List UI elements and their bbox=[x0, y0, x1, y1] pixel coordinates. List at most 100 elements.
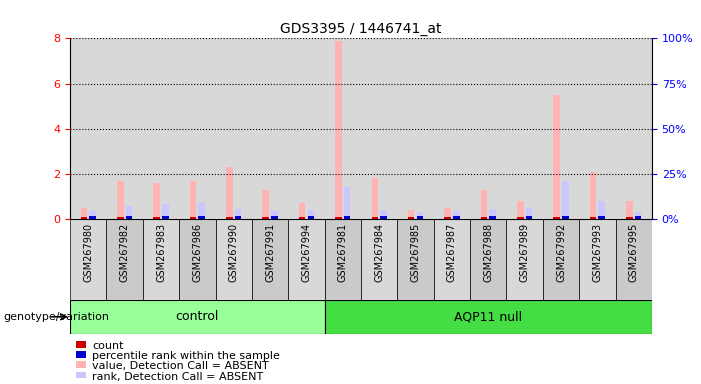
Bar bbox=[579, 38, 615, 219]
Bar bbox=[235, 209, 241, 219]
Bar bbox=[299, 217, 306, 219]
Bar bbox=[70, 38, 107, 219]
Bar bbox=[143, 38, 179, 219]
Bar bbox=[70, 300, 325, 334]
Bar bbox=[81, 217, 87, 219]
Bar bbox=[489, 216, 496, 219]
Bar bbox=[344, 216, 350, 219]
Bar bbox=[599, 201, 605, 219]
Bar bbox=[335, 41, 342, 219]
Bar bbox=[470, 38, 506, 219]
Bar bbox=[517, 201, 524, 219]
Bar bbox=[453, 216, 460, 219]
Text: GSM267988: GSM267988 bbox=[483, 223, 494, 282]
Bar bbox=[198, 202, 205, 219]
Text: GSM267992: GSM267992 bbox=[556, 223, 566, 282]
Bar bbox=[117, 180, 123, 219]
Bar bbox=[235, 216, 241, 219]
Text: GSM267982: GSM267982 bbox=[120, 223, 130, 282]
Bar bbox=[154, 217, 160, 219]
Bar bbox=[288, 219, 325, 300]
Bar bbox=[262, 217, 269, 219]
Bar bbox=[579, 219, 615, 300]
Bar bbox=[216, 38, 252, 219]
Text: GSM267980: GSM267980 bbox=[83, 223, 93, 282]
Bar bbox=[271, 211, 278, 219]
Bar bbox=[107, 38, 143, 219]
Bar bbox=[416, 212, 423, 219]
Text: genotype/variation: genotype/variation bbox=[4, 312, 109, 322]
Bar bbox=[506, 38, 543, 219]
Bar bbox=[125, 207, 132, 219]
Bar bbox=[626, 217, 633, 219]
Bar bbox=[190, 180, 196, 219]
Bar bbox=[89, 211, 96, 219]
Bar bbox=[117, 217, 123, 219]
Bar bbox=[154, 183, 160, 219]
Bar bbox=[416, 216, 423, 219]
Bar bbox=[179, 38, 216, 219]
Bar bbox=[444, 217, 451, 219]
Bar bbox=[226, 217, 233, 219]
Text: GSM267993: GSM267993 bbox=[592, 223, 602, 282]
Bar bbox=[76, 341, 86, 348]
Bar bbox=[76, 351, 86, 358]
Bar bbox=[143, 219, 179, 300]
Bar bbox=[526, 216, 532, 219]
Bar bbox=[89, 216, 96, 219]
Bar bbox=[361, 219, 397, 300]
Bar bbox=[590, 217, 597, 219]
Text: GSM267986: GSM267986 bbox=[192, 223, 203, 282]
Bar bbox=[590, 172, 597, 219]
Bar bbox=[635, 216, 641, 219]
Title: GDS3395 / 1446741_at: GDS3395 / 1446741_at bbox=[280, 22, 442, 36]
Bar bbox=[562, 216, 569, 219]
Text: percentile rank within the sample: percentile rank within the sample bbox=[93, 351, 280, 361]
Bar bbox=[262, 190, 269, 219]
Bar bbox=[271, 216, 278, 219]
Bar bbox=[506, 219, 543, 300]
Bar bbox=[526, 208, 532, 219]
Bar bbox=[470, 219, 506, 300]
Bar bbox=[325, 219, 361, 300]
Bar bbox=[70, 219, 107, 300]
Bar bbox=[325, 300, 652, 334]
Bar bbox=[216, 219, 252, 300]
Bar bbox=[288, 38, 325, 219]
Bar bbox=[76, 371, 86, 378]
Bar bbox=[372, 217, 378, 219]
Bar bbox=[444, 208, 451, 219]
Bar bbox=[380, 210, 387, 219]
Bar bbox=[553, 217, 560, 219]
Bar bbox=[344, 187, 350, 219]
Bar bbox=[226, 167, 233, 219]
Bar bbox=[81, 208, 87, 219]
Text: rank, Detection Call = ABSENT: rank, Detection Call = ABSENT bbox=[93, 372, 264, 382]
Bar bbox=[325, 38, 361, 219]
Bar bbox=[635, 212, 641, 219]
Bar bbox=[107, 219, 143, 300]
Bar bbox=[361, 38, 397, 219]
Bar bbox=[125, 216, 132, 219]
Bar bbox=[599, 216, 605, 219]
Bar bbox=[481, 190, 487, 219]
Bar bbox=[190, 217, 196, 219]
Bar bbox=[76, 361, 86, 368]
Text: value, Detection Call = ABSENT: value, Detection Call = ABSENT bbox=[93, 361, 269, 371]
Bar bbox=[252, 219, 288, 300]
Bar bbox=[179, 219, 216, 300]
Bar bbox=[615, 38, 652, 219]
Text: control: control bbox=[176, 310, 219, 323]
Bar bbox=[162, 204, 169, 219]
Text: count: count bbox=[93, 341, 123, 351]
Text: GSM267994: GSM267994 bbox=[301, 223, 311, 282]
Bar bbox=[308, 210, 314, 219]
Bar bbox=[397, 38, 434, 219]
Bar bbox=[543, 219, 579, 300]
Bar bbox=[308, 216, 314, 219]
Text: GSM267989: GSM267989 bbox=[519, 223, 530, 282]
Bar bbox=[335, 217, 342, 219]
Bar bbox=[408, 217, 414, 219]
Text: AQP11 null: AQP11 null bbox=[454, 310, 522, 323]
Text: GSM267987: GSM267987 bbox=[447, 223, 457, 282]
